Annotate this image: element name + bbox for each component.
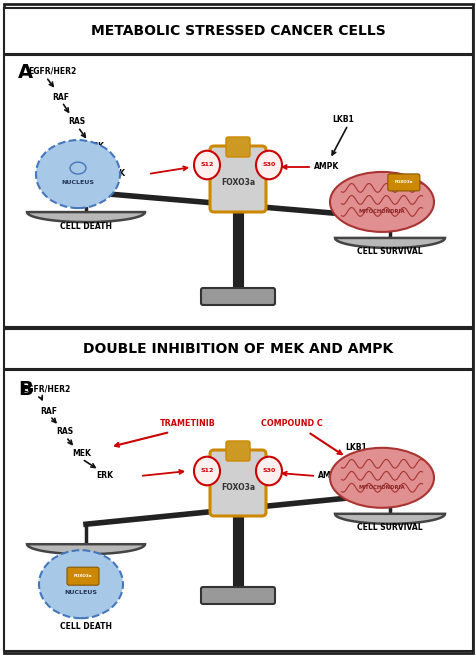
Ellipse shape — [39, 550, 123, 618]
Ellipse shape — [194, 457, 219, 486]
Ellipse shape — [194, 150, 219, 179]
FancyBboxPatch shape — [200, 288, 275, 305]
Text: EGFR/HER2: EGFR/HER2 — [22, 384, 70, 394]
Text: MEK: MEK — [85, 143, 104, 152]
FancyBboxPatch shape — [4, 329, 472, 369]
Polygon shape — [334, 238, 444, 248]
Text: DOUBLE INHIBITION OF MEK AND AMPK: DOUBLE INHIBITION OF MEK AND AMPK — [83, 342, 392, 356]
Polygon shape — [27, 544, 145, 555]
Text: EGFR/HER2: EGFR/HER2 — [28, 66, 76, 76]
Text: B: B — [18, 380, 33, 399]
Text: CELL DEATH: CELL DEATH — [60, 622, 112, 631]
Text: MITOCHONDRIA: MITOCHONDRIA — [358, 486, 405, 490]
Text: FOXO3a: FOXO3a — [220, 482, 255, 491]
Ellipse shape — [329, 448, 433, 508]
Polygon shape — [27, 212, 145, 222]
Text: AMPK: AMPK — [313, 162, 338, 171]
Text: MITOCHONDRIA: MITOCHONDRIA — [358, 210, 405, 214]
Text: LKB1: LKB1 — [344, 443, 366, 451]
Text: S30: S30 — [262, 468, 275, 474]
FancyBboxPatch shape — [226, 137, 249, 157]
FancyBboxPatch shape — [200, 587, 275, 604]
Text: RAS: RAS — [56, 428, 73, 436]
Polygon shape — [334, 514, 444, 524]
FancyBboxPatch shape — [387, 174, 419, 191]
FancyBboxPatch shape — [209, 450, 266, 516]
Text: S30: S30 — [262, 162, 275, 168]
FancyBboxPatch shape — [4, 370, 472, 651]
Ellipse shape — [256, 457, 281, 486]
Text: FOXO3a: FOXO3a — [220, 179, 255, 187]
Text: ERK: ERK — [108, 170, 125, 179]
FancyBboxPatch shape — [4, 4, 472, 653]
Text: ERK: ERK — [96, 472, 113, 480]
Ellipse shape — [256, 150, 281, 179]
Text: LKB1: LKB1 — [331, 114, 353, 124]
Text: CELL SURVIVAL: CELL SURVIVAL — [357, 523, 422, 532]
Text: RAF: RAF — [40, 407, 57, 415]
Text: FOXO3a: FOXO3a — [74, 574, 92, 578]
Text: AMPK: AMPK — [317, 472, 343, 480]
Text: A: A — [18, 63, 33, 82]
Text: TRAMETINIB: TRAMETINIB — [160, 420, 216, 428]
Ellipse shape — [36, 140, 120, 208]
Text: COMPOUND C: COMPOUND C — [260, 420, 322, 428]
FancyBboxPatch shape — [4, 8, 472, 54]
FancyBboxPatch shape — [67, 567, 99, 585]
Text: CELL SURVIVAL: CELL SURVIVAL — [357, 248, 422, 256]
Text: S12: S12 — [200, 162, 213, 168]
Ellipse shape — [329, 172, 433, 232]
FancyBboxPatch shape — [226, 441, 249, 461]
FancyBboxPatch shape — [209, 146, 266, 212]
Text: MEK: MEK — [72, 449, 91, 459]
Text: NUCLEUS: NUCLEUS — [64, 590, 97, 595]
Text: FOXO3a: FOXO3a — [394, 181, 412, 185]
Text: CELL DEATH: CELL DEATH — [60, 221, 112, 231]
Text: RAS: RAS — [68, 118, 85, 127]
Text: NUCLEUS: NUCLEUS — [61, 179, 94, 185]
FancyBboxPatch shape — [4, 55, 472, 327]
Text: RAF: RAF — [52, 93, 69, 101]
Text: METABOLIC STRESSED CANCER CELLS: METABOLIC STRESSED CANCER CELLS — [90, 24, 385, 38]
Text: S12: S12 — [200, 468, 213, 474]
